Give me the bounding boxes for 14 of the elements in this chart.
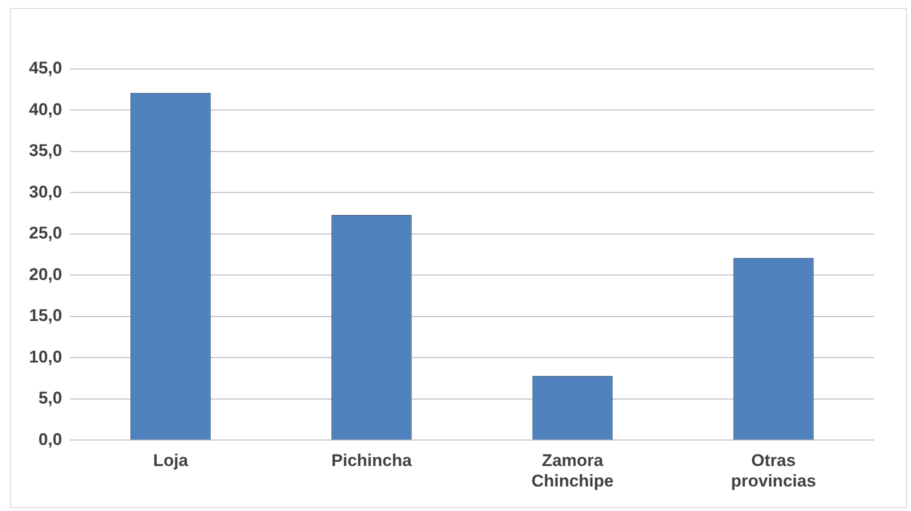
y-tick-label: 45,0 <box>28 58 62 78</box>
y-tick-label: 15,0 <box>28 306 62 326</box>
x-tick-label: Loja <box>153 451 189 470</box>
x-tick-label: Pichincha <box>331 451 412 470</box>
y-tick-label: 0,0 <box>38 430 62 449</box>
y-tick-label: 40,0 <box>28 100 62 119</box>
y-tick-label: 35,0 <box>28 141 62 160</box>
x-tick-label: Zamora Chinchipe <box>531 451 614 490</box>
y-tick-label: 25,0 <box>28 224 62 243</box>
y-tick-label: 5,0 <box>38 388 62 408</box>
y-tick-label: 20,0 <box>28 264 62 284</box>
y-tick-label: 30,0 <box>28 182 62 202</box>
y-tick-label: 10,0 <box>28 347 62 366</box>
x-tick-label: Otras provincias <box>730 451 816 490</box>
